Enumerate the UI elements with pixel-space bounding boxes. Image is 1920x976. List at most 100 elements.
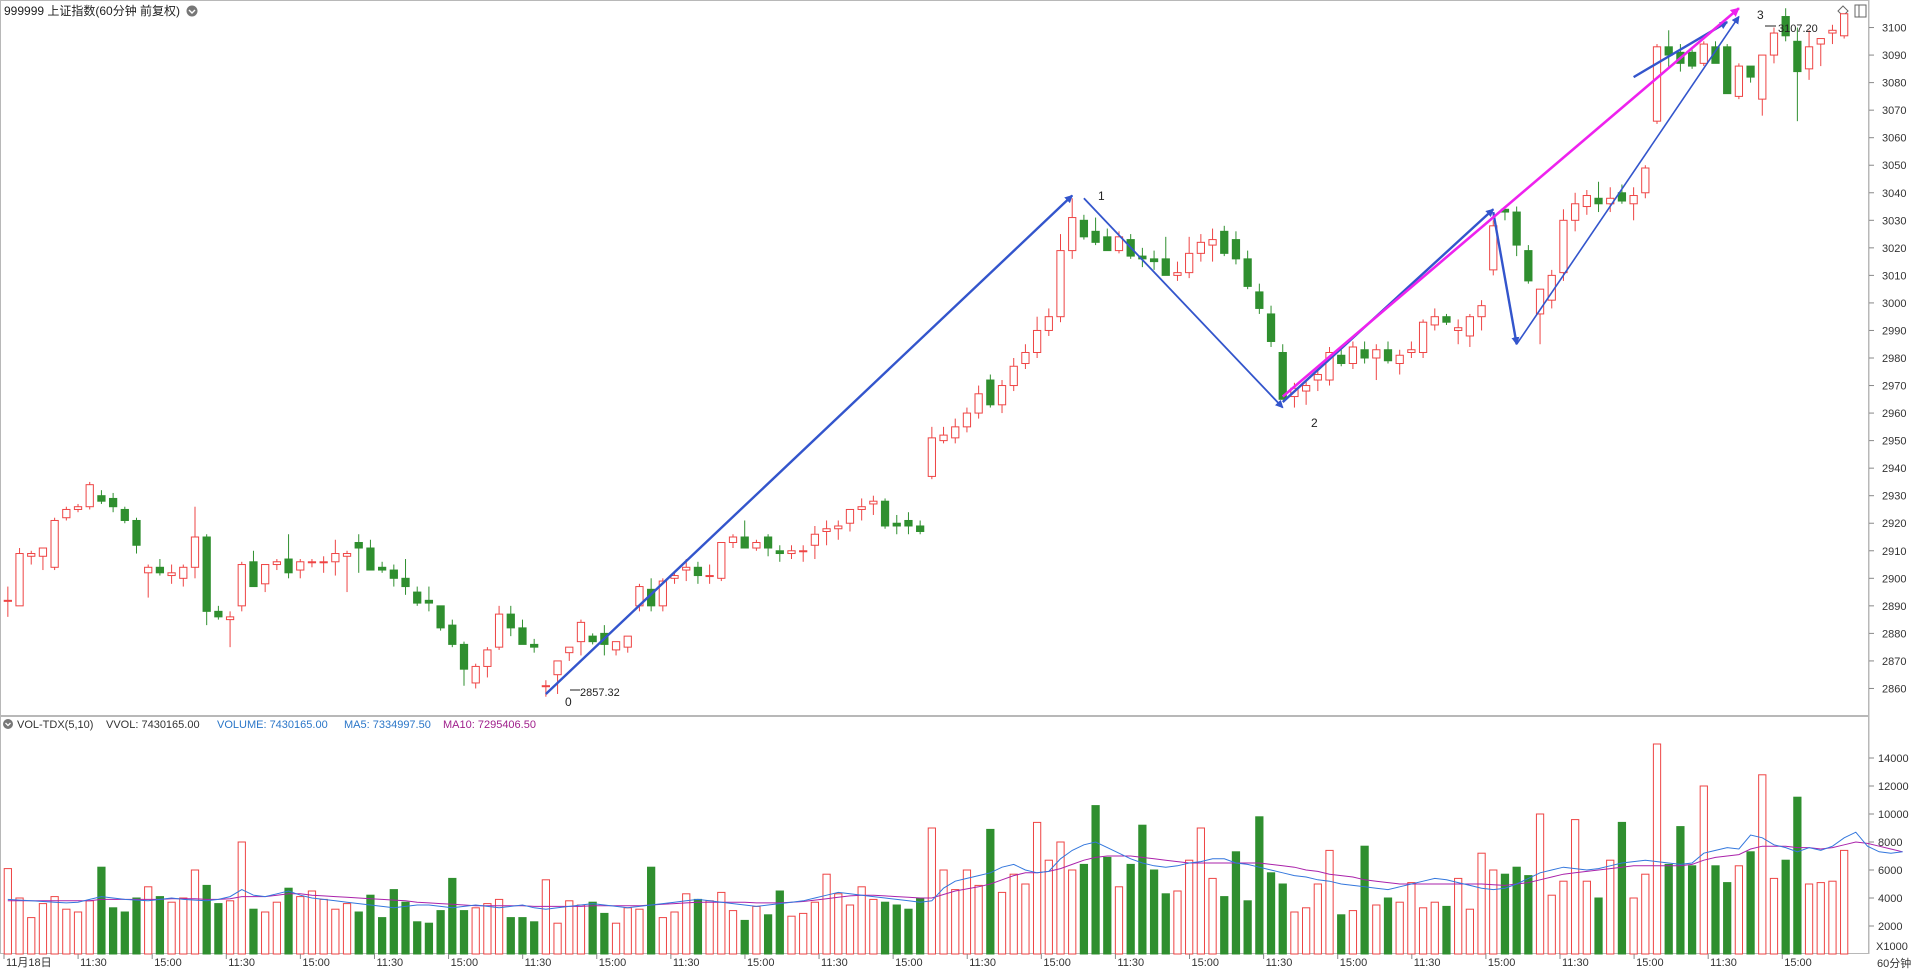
candle-body <box>1185 252 1194 274</box>
volume-bar <box>1500 873 1510 955</box>
candle-body <box>62 508 71 519</box>
candle-body <box>307 561 317 564</box>
candle-body <box>471 665 480 684</box>
volume-bar <box>553 922 562 955</box>
candle-body <box>73 506 83 510</box>
time-tick-label: 11:30 <box>969 957 996 969</box>
time-tick-label: 11:30 <box>673 957 700 969</box>
candle-body <box>1559 219 1568 274</box>
candle-body <box>857 506 866 510</box>
volume-bar <box>1126 863 1135 955</box>
volume-bar <box>845 904 855 955</box>
price-tick-label: 3100 <box>1882 23 1906 35</box>
time-tick-label: 11:30 <box>1117 957 1144 969</box>
candle-body <box>1641 167 1650 194</box>
volume-bar <box>904 908 913 955</box>
candle-body <box>845 508 855 524</box>
volume-bar <box>939 869 948 955</box>
volume-bar <box>1114 886 1124 955</box>
volume-bar <box>108 907 118 955</box>
candle-body <box>880 500 890 527</box>
candle-body <box>272 561 281 566</box>
price-tick-label: 2950 <box>1882 436 1906 448</box>
volume-bar <box>1512 866 1521 955</box>
candle-body <box>869 500 878 505</box>
candle-body <box>1723 46 1732 95</box>
candle-body <box>1313 374 1322 381</box>
volume-bar <box>506 917 515 955</box>
candle-body <box>1255 291 1264 309</box>
candle-body <box>1103 236 1112 252</box>
candle-body <box>939 434 948 442</box>
candle-body <box>331 553 340 563</box>
volume-bar <box>1079 863 1089 955</box>
candle-body <box>214 610 223 618</box>
candle-body <box>202 536 211 612</box>
candle-body <box>1395 354 1404 365</box>
candle-body <box>1091 230 1100 243</box>
candle-body <box>1372 349 1381 359</box>
volume-bar <box>494 898 504 955</box>
time-tick-label: 15:00 <box>154 957 182 969</box>
volume-bar <box>635 908 644 955</box>
candle-body <box>179 566 188 579</box>
candle-body <box>1442 316 1451 323</box>
candle-body <box>1746 65 1755 78</box>
candle-body <box>155 566 165 574</box>
panel-icon[interactable] <box>1854 4 1867 18</box>
candle-body <box>1079 219 1089 238</box>
candle-body <box>1758 54 1767 100</box>
volume-bar <box>576 904 586 955</box>
volume-bar <box>1734 865 1744 955</box>
volume-bar <box>892 904 901 955</box>
volume-bar <box>1395 901 1404 955</box>
time-tick-label: 11:30 <box>525 957 552 969</box>
volume-bar <box>436 910 445 955</box>
title-dropdown-chevron-icon <box>188 9 196 14</box>
volume-ma10-line <box>7 841 1903 907</box>
volume-bar <box>810 901 820 955</box>
candle-body <box>1161 258 1170 276</box>
candle-body <box>1149 258 1159 263</box>
volume-bar <box>518 917 527 955</box>
candle-body <box>1278 351 1287 400</box>
candle-body <box>1325 351 1334 381</box>
volume-bar <box>167 901 176 955</box>
volume-bar <box>1535 813 1545 955</box>
price-tick-label: 2890 <box>1882 601 1906 613</box>
candle-body <box>904 519 913 527</box>
candle-body <box>518 627 527 645</box>
time-axis: 11月18日 11:30 15:00 11:30 15:00 11:30 15:00 11:3… <box>3 954 1812 969</box>
candle-body <box>284 558 293 574</box>
volume-bar <box>1009 873 1018 955</box>
volume-bar <box>1524 875 1533 955</box>
volume-bar <box>1793 796 1802 955</box>
volume-bar <box>1290 911 1299 955</box>
volume-ma-lines <box>7 831 1903 910</box>
volume-bar <box>717 891 726 955</box>
candle-body <box>951 426 960 439</box>
volume-bar <box>1816 882 1825 955</box>
volume-bar <box>880 901 890 955</box>
volume-bar <box>62 908 71 955</box>
time-tick-label: 11:30 <box>1414 957 1441 969</box>
title-dropdown-icon[interactable] <box>186 5 198 17</box>
candle-body <box>144 566 153 574</box>
time-tick-label: 11:30 <box>80 957 107 969</box>
volume-bar <box>740 919 749 955</box>
candle-body <box>436 605 445 629</box>
candle-body <box>225 616 235 621</box>
candle-body <box>1348 346 1358 365</box>
volume-bar <box>214 903 223 955</box>
volume-bar <box>1325 849 1334 955</box>
candle-body <box>378 566 387 571</box>
volume-dropdown-icon[interactable] <box>3 719 13 729</box>
volume-bar <box>1208 877 1217 955</box>
volume-bar <box>565 900 574 955</box>
volume-bar <box>342 903 352 955</box>
volume-bar <box>611 922 621 955</box>
candle-body <box>530 643 539 648</box>
wave-label-2: 2 <box>1311 416 1318 430</box>
volume-bar <box>354 911 363 955</box>
candle-body <box>1220 230 1229 254</box>
